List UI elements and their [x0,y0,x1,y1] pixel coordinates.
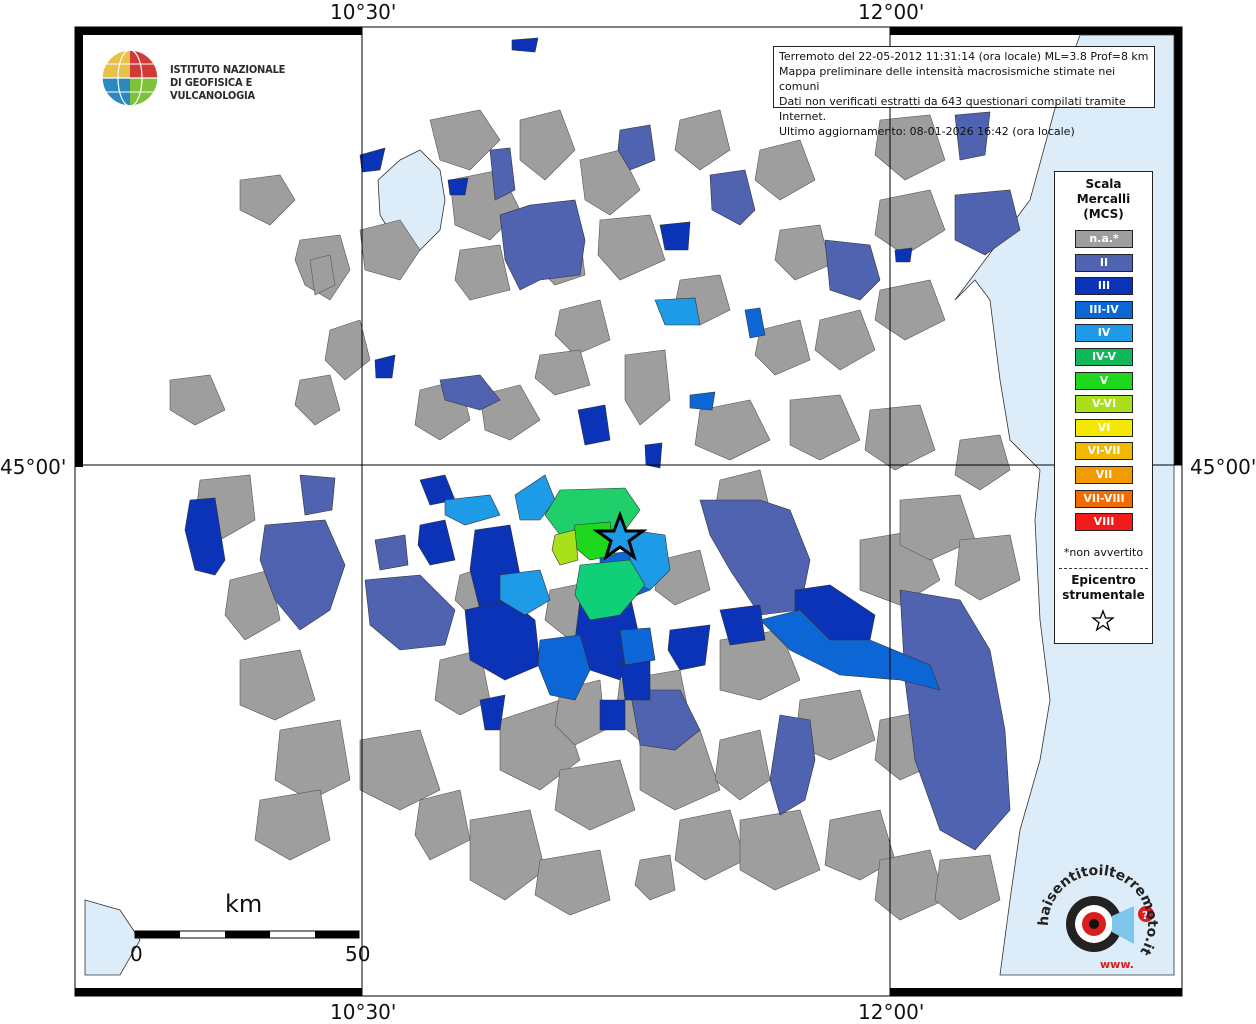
legend-epicenter-line2: strumentale [1062,588,1145,602]
legend-item-7: V-VI [1075,395,1133,414]
globe-icon [101,49,159,107]
event-info-line4: Ultimo aggiornamento: 08-01-2026 16:42 (… [779,125,1075,138]
legend-epicenter-label: Epicentro strumentale [1055,573,1152,603]
scale-ruler [134,930,360,939]
municipalities-ii [259,111,1021,851]
intensity-legend: Scala Mercalli (MCS) n.a.* II III III-IV IV I… [1054,171,1153,644]
municipalities-iv [444,297,701,616]
svg-text:?: ? [1142,909,1148,922]
legend-title-line1: Scala [1085,177,1122,191]
legend-star-icon [1091,609,1115,632]
legend-item-2: III [1075,277,1133,296]
legend-item-9: VI-VII [1075,442,1133,461]
axis-left-mid: 45°00' [0,455,67,479]
event-info-line2: Mappa preliminare delle intensità macros… [779,65,1116,93]
legend-item-12: VIII [1075,513,1133,532]
legend-title: Scala Mercalli (MCS) [1055,177,1152,222]
event-info-line1: Terremoto del 22-05-2012 11:31:14 (ora l… [779,50,1149,63]
legend-divider [1059,568,1148,569]
scale-unit: km [225,890,263,918]
institute-name-line1: ISTITUTO NAZIONALE [170,63,286,76]
haisentito-logo: ? haisentitoilterremoto.it www. [1030,856,1170,976]
axis-bottom-right: 12°00' [858,1000,925,1024]
scale-end: 50 [345,942,371,966]
scale-bar: km 0 50 [130,890,370,970]
axis-right-mid: 45°00' [1190,455,1256,479]
ingv-logo: ISTITUTO NAZIONALE DI GEOFISICA E VULCAN… [100,48,330,112]
legend-item-4: IV [1075,324,1133,343]
municipalities-na [169,109,1021,921]
legend-item-5: IV-V [1075,348,1133,366]
haisentito-logo-www: www. [1100,958,1134,971]
legend-item-1: II [1075,253,1133,272]
axis-top-right: 12°00' [858,0,925,24]
scale-start: 0 [130,942,143,966]
legend-item-8: VI [1075,418,1133,437]
legend-note: *non avvertito [1063,546,1144,559]
axis-top-left: 10°30' [330,0,397,24]
axis-bottom-left: 10°30' [330,1000,397,1024]
legend-item-3: III-IV [1075,300,1133,319]
haisentito-logo-icon: ? haisentitoilterremoto.it www. [1036,863,1160,971]
graticule [75,27,1182,996]
event-info-line3: Dati non verificati estratti da 643 ques… [779,95,1126,123]
institute-name-line2: DI GEOFISICA E VULCANOLOGIA [170,76,255,102]
legend-title-line2: Mercalli [1076,192,1131,206]
legend-title-line3: (MCS) [1083,207,1124,221]
legend-item-6: V [1075,371,1133,390]
legend-item-11: VII-VIII [1075,489,1133,508]
legend-item-10: VII [1075,466,1133,484]
municipalities-v-vi [551,529,579,566]
epicenter-star-icon [592,510,648,561]
legend-item-0: n.a.* [1075,230,1133,248]
legend-epicenter-line1: Epicentro [1071,573,1136,587]
event-info-box: Terremoto del 22-05-2012 11:31:14 (ora l… [773,46,1155,138]
